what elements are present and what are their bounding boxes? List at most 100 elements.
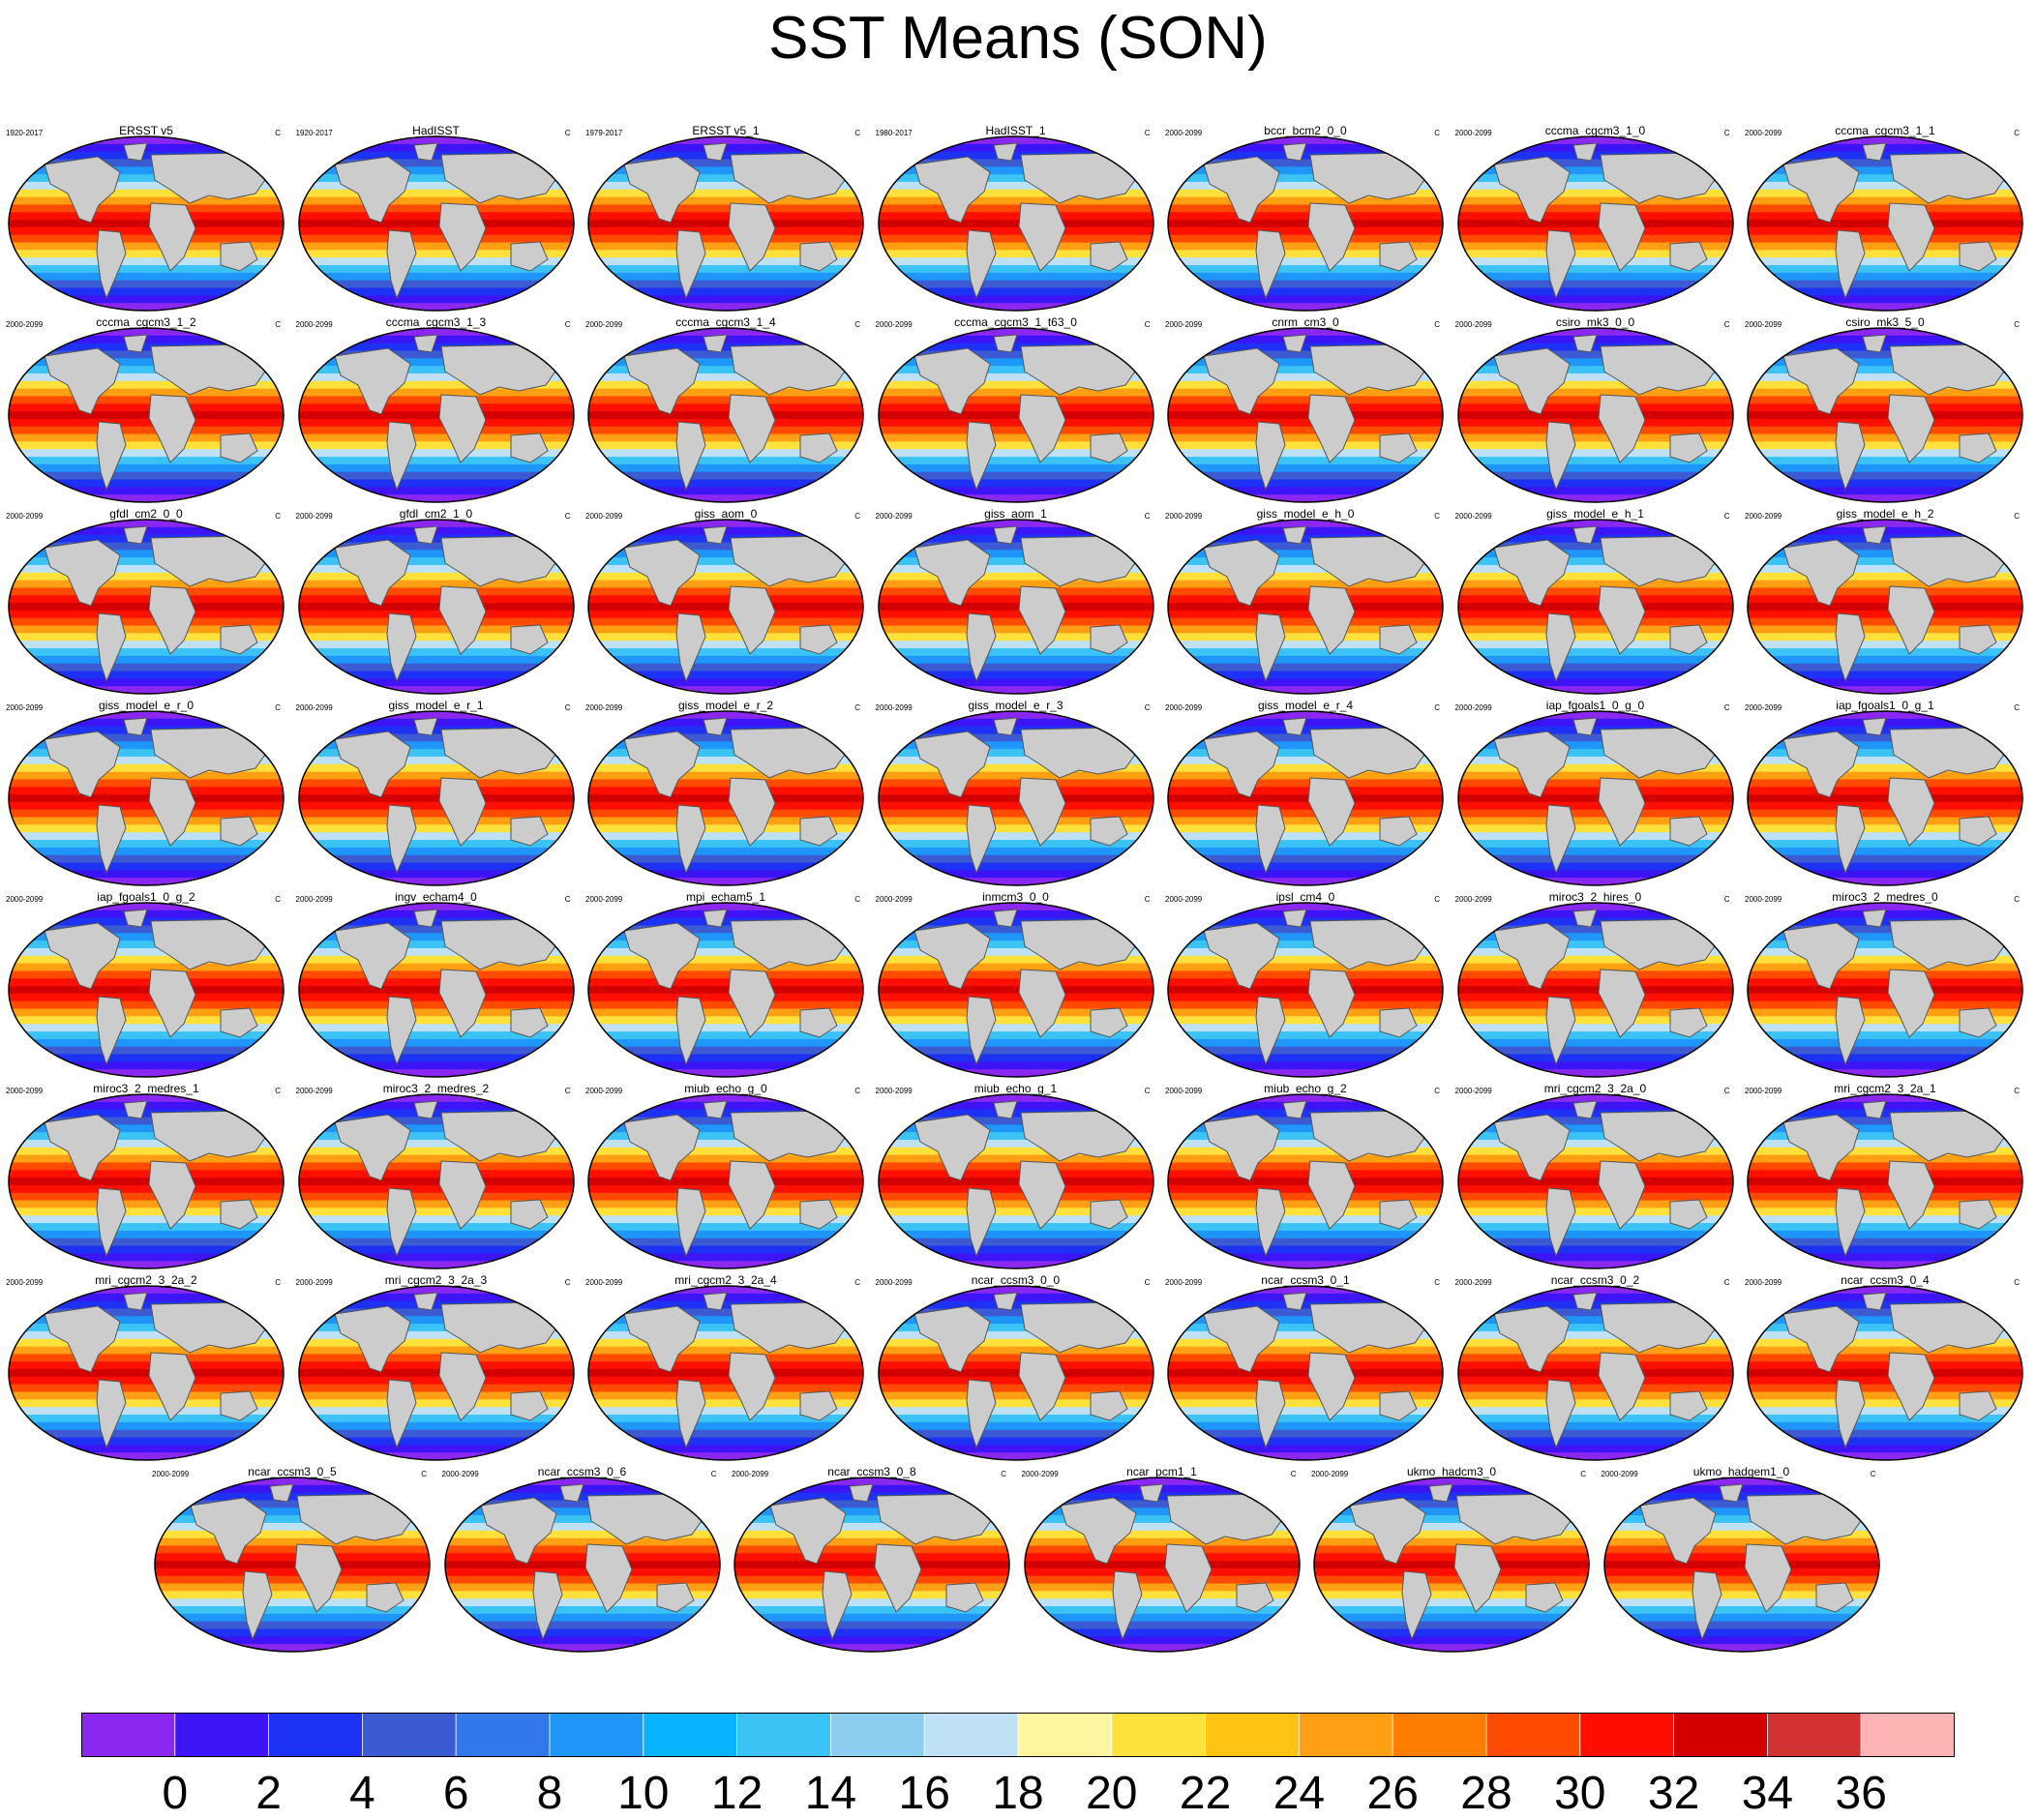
sst-band xyxy=(1168,587,1443,596)
panel-unit: C xyxy=(1434,1087,1440,1095)
sst-band xyxy=(1168,1215,1443,1224)
sst-band xyxy=(9,854,284,864)
sst-band xyxy=(878,824,1153,833)
sst-band xyxy=(588,1069,863,1077)
colorbar-tick-label: 32 xyxy=(1647,1768,1700,1819)
sst-band xyxy=(1168,1069,1443,1077)
sst-band xyxy=(9,663,284,672)
land-mass xyxy=(333,1114,411,1181)
sst-band xyxy=(588,1230,863,1239)
land-mass xyxy=(96,804,127,875)
sst-band xyxy=(588,234,863,244)
sst-band xyxy=(1168,903,1443,911)
sst-band xyxy=(878,212,1153,221)
sst-band xyxy=(1748,801,2022,811)
sst-band xyxy=(298,272,574,282)
land-mass xyxy=(703,525,728,545)
sst-band xyxy=(878,970,1153,979)
sst-band xyxy=(1748,303,2022,311)
sst-band xyxy=(1457,1415,1733,1423)
sst-band xyxy=(1748,955,2022,965)
sst-band xyxy=(1168,1046,1443,1056)
land-mass xyxy=(1349,1497,1426,1565)
sst-band xyxy=(1168,1132,1443,1141)
sst-band xyxy=(298,1399,574,1408)
land-mass xyxy=(1236,1582,1274,1613)
sst-band xyxy=(298,280,574,289)
land-mass xyxy=(148,777,196,847)
sst-band xyxy=(9,1361,284,1370)
sst-band xyxy=(1748,678,2022,687)
land-mass xyxy=(1862,525,1887,545)
sst-band xyxy=(1168,1000,1443,1010)
sst-band xyxy=(1168,610,1443,619)
sst-band xyxy=(588,733,863,742)
sst-band xyxy=(298,733,574,742)
sst-band xyxy=(1314,1636,1589,1645)
land-mass xyxy=(44,922,121,990)
land-mass xyxy=(148,585,196,655)
map-outline xyxy=(1456,710,1734,886)
sst-band xyxy=(9,159,284,167)
map-outline xyxy=(8,135,284,312)
sst-band xyxy=(9,1061,284,1070)
sst-band xyxy=(878,550,1153,558)
sst-map xyxy=(1167,519,1444,695)
sst-band xyxy=(1168,741,1443,750)
panel-unit: C xyxy=(1144,1278,1151,1287)
sst-band xyxy=(444,1613,720,1623)
land-mass xyxy=(412,717,438,736)
sst-band xyxy=(1748,1437,2022,1446)
sst-band xyxy=(9,380,284,390)
sst-band xyxy=(1168,1147,1443,1156)
panel-title: mri_cgcm2_3_2a_4 xyxy=(674,1273,777,1287)
panel-unit: C xyxy=(1001,1470,1006,1478)
sst-band xyxy=(588,220,863,228)
sst-band xyxy=(734,1484,1009,1494)
sst-band xyxy=(878,287,1153,296)
sst-band xyxy=(155,1561,430,1569)
sst-band xyxy=(1457,1300,1733,1310)
sst-band xyxy=(588,166,863,175)
sst-band xyxy=(878,1132,1153,1141)
land-mass xyxy=(1017,394,1066,463)
panel-period: 2000-2099 xyxy=(1454,703,1492,712)
sst-band xyxy=(1457,1324,1733,1332)
sst-band xyxy=(1168,1139,1443,1149)
land-mass xyxy=(1669,1007,1708,1038)
sst-band xyxy=(1314,1621,1589,1630)
map-panel: csiro_mk3_0_0 2000-2099 C xyxy=(1455,315,1736,503)
sst-band xyxy=(1748,457,2022,465)
sst-band xyxy=(444,1537,720,1547)
sst-band xyxy=(444,1591,720,1599)
sst-band xyxy=(1748,550,2022,558)
sst-map xyxy=(8,135,284,312)
sst-band xyxy=(1168,1293,1443,1302)
sst-band xyxy=(298,1245,574,1254)
land-mass xyxy=(1492,347,1571,415)
sst-band xyxy=(9,617,284,627)
sst-band xyxy=(878,441,1153,450)
sst-band xyxy=(878,933,1153,941)
sst-band xyxy=(1168,1162,1443,1171)
sst-map xyxy=(1747,327,2023,503)
sst-band xyxy=(9,1192,284,1202)
sst-band xyxy=(588,441,863,450)
land-mass xyxy=(703,1292,728,1311)
map-panel: mpi_echam5_1 2000-2099 C xyxy=(585,890,866,1078)
land-mass xyxy=(1255,229,1286,300)
sst-band xyxy=(298,1361,574,1370)
sst-band xyxy=(9,779,284,788)
sst-band xyxy=(298,303,574,311)
sst-band xyxy=(298,1238,574,1247)
sst-band xyxy=(1748,1346,2022,1356)
sst-map xyxy=(1167,135,1444,312)
sst-band xyxy=(1168,1452,1443,1460)
panel-title: csiro_mk3_5_0 xyxy=(1845,315,1925,329)
sst-band xyxy=(878,1000,1153,1010)
sst-band xyxy=(9,441,284,450)
sst-band xyxy=(298,1094,574,1103)
sst-band xyxy=(1457,1230,1733,1239)
sst-band xyxy=(9,1452,284,1460)
sst-band xyxy=(1748,870,2022,879)
